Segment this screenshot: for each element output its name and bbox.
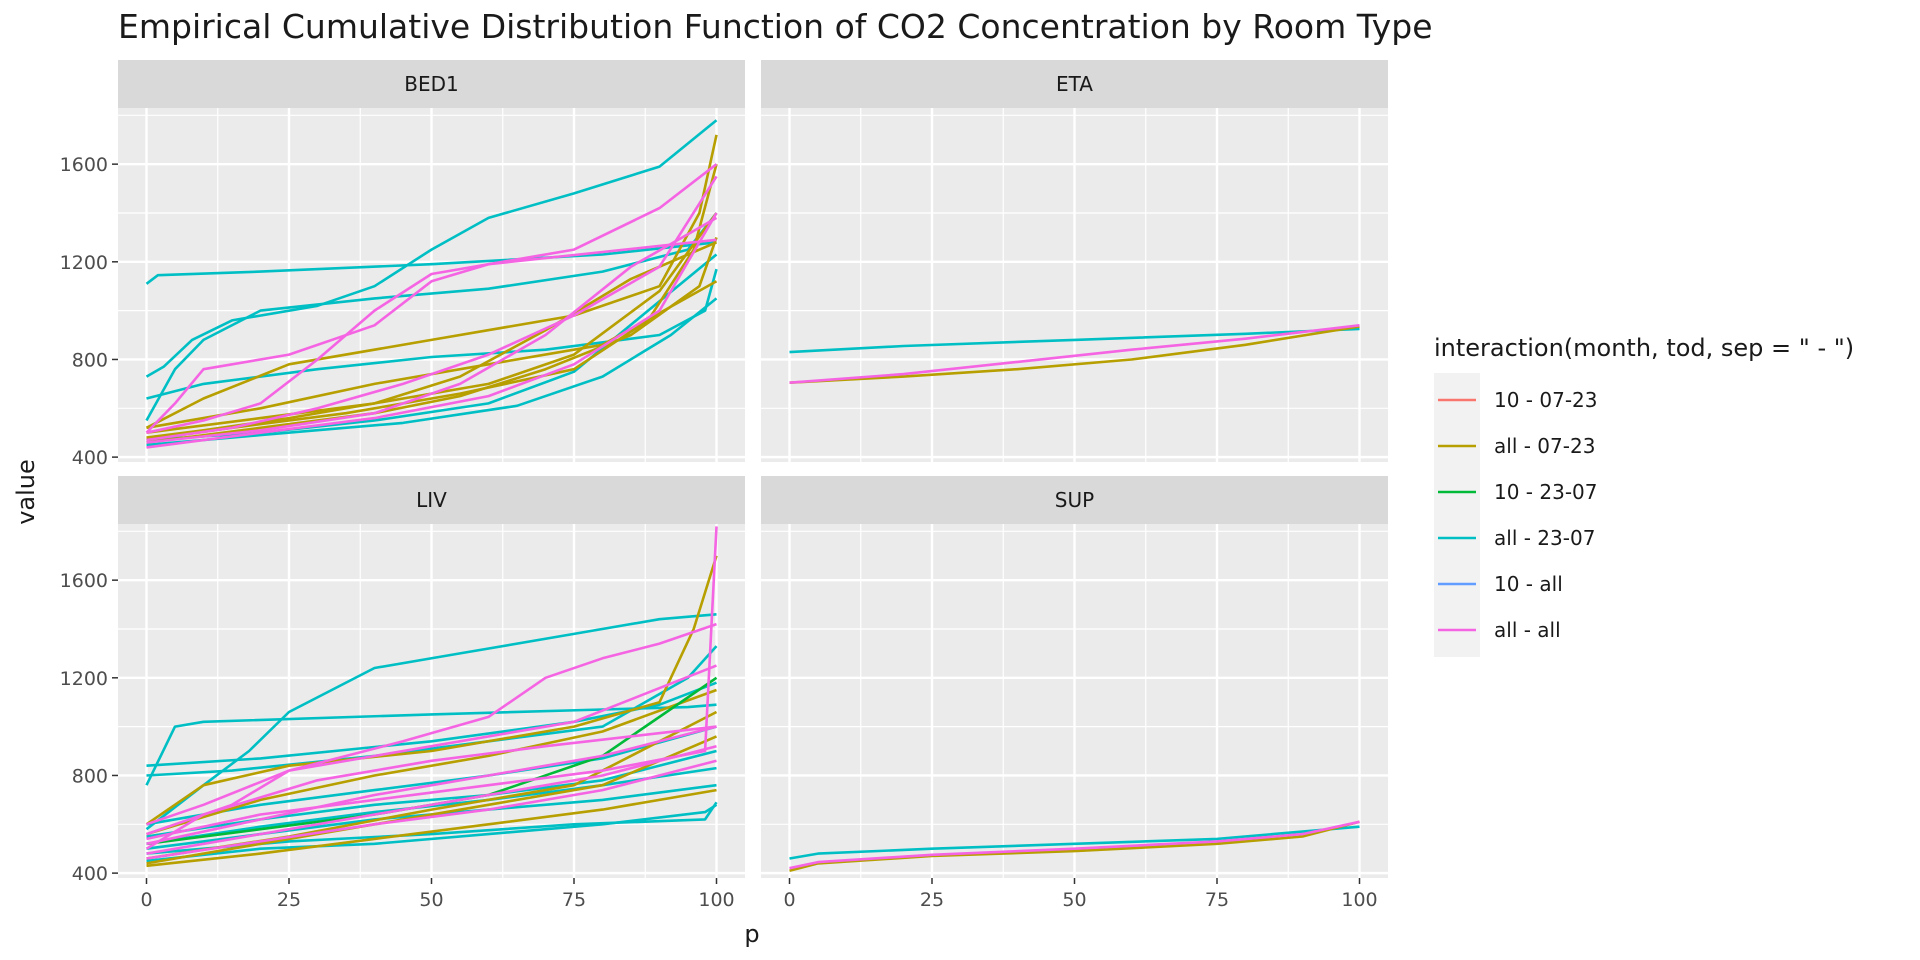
y-tick-label: 800 [72,349,108,371]
facet-strip [761,476,1388,524]
y-tick-label: 1200 [60,252,108,274]
series-line [146,803,718,863]
series-line [146,725,717,826]
series-line [146,236,718,444]
series-line [146,759,717,860]
x-tick-label: 50 [1062,889,1086,911]
facet-strip-label: LIV [416,488,447,512]
y-tick-label: 400 [72,863,108,885]
series-line [146,297,718,447]
series-line [146,163,718,434]
facet-strip-label: ETA [1056,72,1093,96]
x-axis-title: p [744,920,759,948]
series-line [146,175,718,442]
y-tick-label: 800 [72,765,108,787]
series-line [145,555,718,826]
chart-title: Empirical Cumulative Distribution Functi… [118,7,1433,46]
y-tick-label: 1200 [60,668,108,690]
series-line [146,241,718,439]
legend-label: all - all [1494,618,1561,642]
series-line [145,212,718,422]
legend-label: 10 - 23-07 [1494,480,1598,504]
series-line [789,825,1360,860]
y-axis-title: value [12,459,40,525]
series-line [146,688,717,836]
facet-strip [761,60,1388,108]
series-line [145,703,717,786]
series-line [146,725,717,846]
series-line [789,327,1360,354]
series-line [146,681,717,767]
legend-key-background [1434,373,1480,657]
facet-panel-eta: ETA [761,60,1388,462]
facet-strip [118,60,745,108]
x-tick-label: 25 [920,889,944,911]
x-tick-label: 25 [277,889,301,911]
legend-label: 10 - all [1494,572,1563,596]
series-line [146,622,717,836]
facet-panel-sup: SUP 0 25 50 75 100 [761,476,1388,911]
x-tick-label: 0 [783,889,795,911]
series-line [146,788,717,868]
facet-strip-label: SUP [1055,488,1094,512]
series-line [789,325,1360,384]
series-line [146,526,718,841]
x-tick-label: 0 [140,889,152,911]
y-tick-label: 1600 [60,154,108,176]
y-tick-label: 1600 [60,570,108,592]
series-line [146,212,718,449]
series-line [146,163,718,442]
legend-label: all - 23-07 [1494,526,1595,550]
x-tick-label: 75 [562,889,586,911]
series-line [146,664,717,826]
legend-title: interaction(month, tod, sep = " - ") [1434,334,1854,362]
series-line [146,735,718,865]
series-line [145,725,717,850]
legend: interaction(month, tod, sep = " - ") 10 … [1434,334,1854,657]
facet-panel-liv: LIV 400 800 1200 1600 0 25 50 75 100 [60,476,745,911]
x-tick-label: 75 [1205,889,1229,911]
x-tick-label: 100 [698,889,734,911]
series-line [146,744,717,855]
y-tick-label: 400 [72,447,108,469]
series-line [145,613,717,831]
facet-panel-bed1: BED1 400 800 1200 1600 [60,60,745,469]
x-tick-label: 100 [1341,889,1377,911]
series-line [789,324,1360,384]
series-line [146,212,718,434]
facet-strip [118,476,745,524]
facet-panels: BED1 400 800 1200 1600 ETA LIV 400 800 1200 1600 0 2… [60,60,1388,911]
series-line [789,820,1360,870]
series-line [145,241,717,285]
series-line [146,216,718,444]
x-tick-label: 50 [419,889,443,911]
series-line [145,238,717,434]
facet-strip-label: BED1 [404,72,458,96]
series-line [145,119,718,378]
series-line [145,134,718,429]
legend-label: all - 07-23 [1494,434,1595,458]
legend-label: 10 - 07-23 [1494,388,1598,412]
